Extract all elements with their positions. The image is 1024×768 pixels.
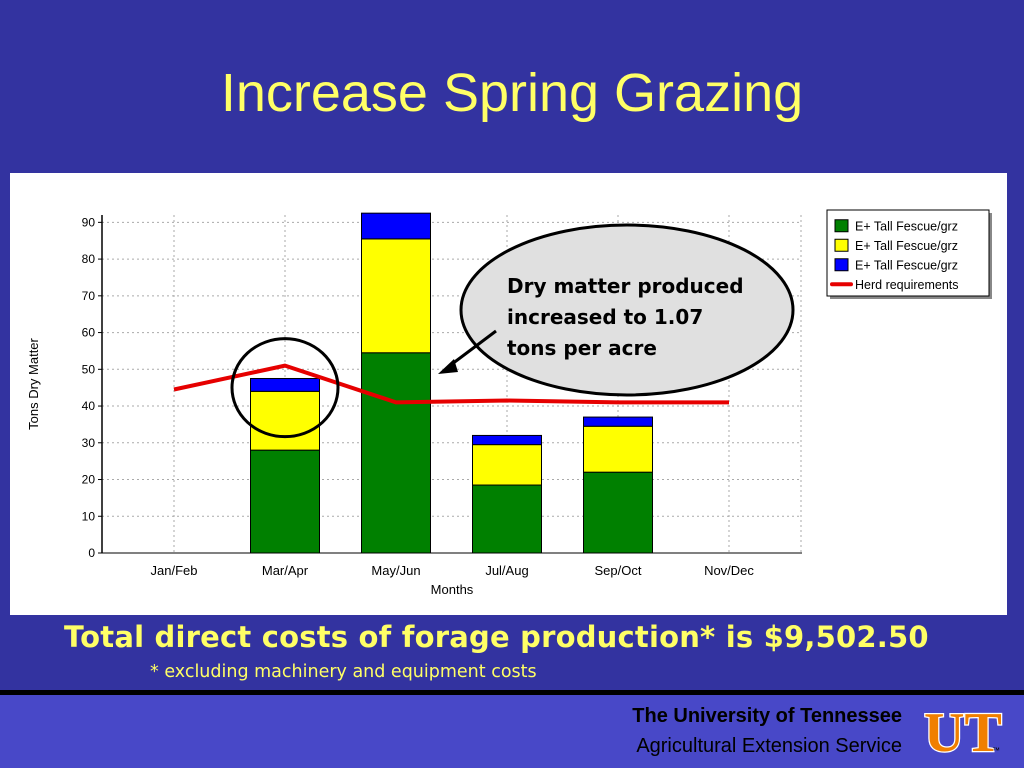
y-tick-label: 70	[82, 289, 96, 303]
y-tick-label: 60	[82, 326, 96, 340]
chart-panel: 0 10 20 30 40 50 60 70 80 90 Jan/Feb Mar/Apr May/Jun…	[10, 173, 1007, 615]
legend-label: Herd requirements	[855, 278, 959, 292]
callout-text-line: tons per acre	[507, 336, 657, 360]
bar-may-jun-series1	[361, 352, 431, 554]
callout-bubble	[459, 223, 795, 397]
x-tick-label: Nov/Dec	[704, 563, 754, 578]
y-tick-label: 30	[82, 436, 96, 450]
y-tick-label: 10	[82, 509, 96, 523]
footer-band	[0, 695, 1024, 768]
ut-logo-icon: UT ™	[923, 705, 1003, 757]
bar-jul-aug-series1	[472, 484, 542, 554]
callout-text-line: increased to 1.07	[507, 305, 703, 329]
footer-divider	[0, 690, 1024, 695]
bar-mar-apr-series3	[250, 377, 320, 392]
org-subtitle: Agricultural Extension Service	[636, 735, 902, 757]
legend-swatch	[834, 238, 849, 252]
legend-label: E+ Tall Fescue/grz	[855, 239, 958, 253]
y-tick-label: 80	[82, 252, 96, 266]
callout-text-line: Dry matter produced	[507, 274, 744, 298]
cost-statement: Total direct costs of forage production*…	[64, 620, 929, 654]
x-tick-label: Jan/Feb	[151, 563, 198, 578]
bar-may-jun-series2	[361, 238, 431, 354]
ut-logo-trademark: ™	[992, 746, 1000, 755]
x-tick-label: Sep/Oct	[595, 563, 642, 578]
ut-logo-letters: UT	[924, 705, 1002, 757]
org-name: The University of Tennessee	[632, 705, 902, 727]
y-tick-label: 20	[82, 473, 96, 487]
x-tick-label: Jul/Aug	[485, 563, 528, 578]
y-tick-label: 40	[82, 399, 96, 413]
x-tick-label: May/Jun	[371, 563, 420, 578]
callout-arrow-line	[447, 329, 497, 369]
x-axis-title: Months	[431, 582, 474, 597]
y-tick-label: 90	[82, 215, 96, 229]
bar-mar-apr-series1	[250, 449, 320, 554]
forage-chart: 0 10 20 30 40 50 60 70 80 90 Jan/Feb Mar/Apr May/Jun…	[26, 209, 992, 597]
bar-jul-aug-series3	[472, 434, 542, 446]
bar-sep-oct-series1	[583, 471, 653, 554]
legend-label: E+ Tall Fescue/grz	[855, 258, 958, 272]
y-tick-label: 0	[88, 546, 95, 560]
herd-requirements-line	[173, 363, 729, 405]
bar-may-jun-series3	[361, 212, 431, 240]
bar-mar-apr-series2	[250, 390, 320, 451]
bar-sep-oct-series2	[583, 425, 653, 473]
y-axis-title: Tons Dry Matter	[26, 337, 41, 429]
bar-jul-aug-series2	[472, 444, 542, 486]
cost-footnote: * excluding machinery and equipment cost…	[150, 662, 537, 682]
bar-sep-oct-series3	[583, 416, 653, 427]
callout-arrow-head	[438, 359, 458, 374]
legend-box	[826, 209, 990, 297]
slide-title: Increase Spring Grazing	[220, 63, 804, 123]
legend-label: E+ Tall Fescue/grz	[855, 219, 958, 233]
y-tick-label: 50	[82, 362, 96, 376]
legend-swatch	[834, 219, 849, 233]
x-tick-label: Mar/Apr	[262, 563, 309, 578]
highlight-circle	[230, 337, 340, 439]
legend-swatch	[834, 258, 849, 272]
